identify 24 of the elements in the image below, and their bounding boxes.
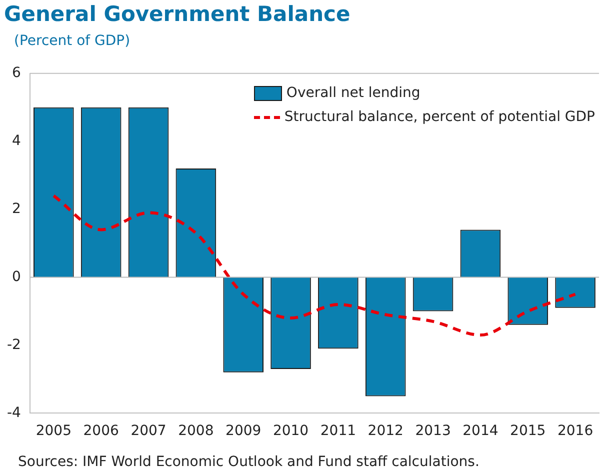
- legend-label: Overall net lending: [286, 85, 420, 102]
- x-tick-label: 2011: [320, 423, 356, 440]
- x-tick-label: 2012: [368, 423, 404, 440]
- source-note: Sources: IMF World Economic Outlook and Fund staff calculations.: [18, 454, 480, 470]
- y-tick-label: -2: [6, 336, 21, 353]
- x-tick-label: 2013: [415, 423, 451, 440]
- y-tick-label: 2: [12, 200, 21, 217]
- x-tick-label: 2009: [226, 423, 262, 440]
- x-tick-label: 2010: [272, 423, 309, 440]
- y-tick-label: -4: [6, 404, 22, 421]
- chart-title: General Government Balance: [4, 2, 350, 26]
- y-tick-label: 6: [12, 65, 22, 82]
- chart-subtitle: (Percent of GDP): [14, 33, 130, 49]
- legend-label: Structural balance, percent of potential GDP: [284, 109, 595, 126]
- x-tick-label: 2016: [557, 423, 594, 440]
- x-tick-label: 2005: [36, 423, 72, 440]
- x-tick-label: 2014: [462, 423, 498, 440]
- x-tick-label: 2008: [178, 423, 214, 440]
- y-tick-label: 4: [12, 133, 22, 149]
- y-tick-label: 0: [12, 268, 21, 285]
- x-tick-label: 2006: [83, 423, 119, 440]
- x-tick-label: 2015: [510, 423, 546, 440]
- x-tick-label: 2007: [130, 423, 166, 440]
- line-series: [52, 194, 577, 337]
